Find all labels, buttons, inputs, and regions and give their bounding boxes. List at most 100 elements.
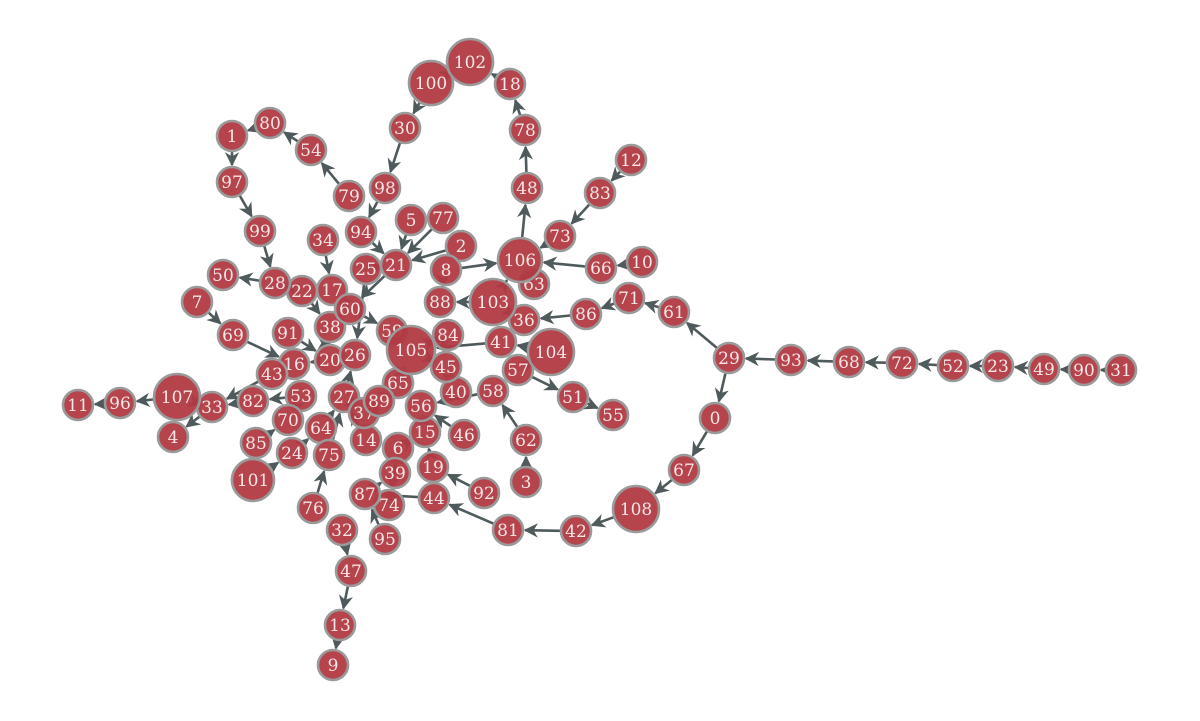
node-64[interactable]: 64 (304, 411, 338, 445)
node-80[interactable]: 80 (253, 106, 287, 140)
node-9[interactable]: 9 (316, 648, 350, 682)
node-85[interactable]: 85 (239, 426, 273, 460)
node-24[interactable]: 24 (275, 436, 309, 470)
node-2[interactable]: 2 (444, 229, 478, 263)
node-14[interactable]: 14 (349, 423, 383, 457)
node-48[interactable]: 48 (510, 171, 544, 205)
node-89[interactable]: 89 (362, 384, 396, 418)
node-97[interactable]: 97 (215, 165, 249, 199)
node-20[interactable]: 20 (313, 343, 347, 377)
node-74[interactable]: 74 (372, 488, 406, 522)
node-55[interactable]: 55 (596, 398, 630, 432)
node-26[interactable]: 26 (338, 338, 372, 372)
node-11[interactable]: 11 (61, 388, 95, 422)
node-106[interactable]: 106 (496, 236, 544, 284)
node-45[interactable]: 45 (429, 350, 463, 384)
node-51[interactable]: 51 (556, 380, 590, 414)
node-41[interactable]: 41 (484, 325, 518, 359)
node-88[interactable]: 88 (423, 285, 457, 319)
node-86[interactable]: 86 (569, 297, 603, 331)
node-62[interactable]: 62 (509, 423, 543, 457)
node-43[interactable]: 43 (255, 357, 289, 391)
node-46[interactable]: 46 (447, 418, 481, 452)
node-8[interactable]: 8 (429, 253, 463, 287)
node-47[interactable]: 47 (334, 554, 368, 588)
node-42[interactable]: 42 (559, 514, 593, 548)
node-33[interactable]: 33 (195, 390, 229, 424)
node-91[interactable]: 91 (271, 316, 305, 350)
node-38[interactable]: 38 (313, 310, 347, 344)
node-72[interactable]: 72 (885, 346, 919, 380)
node-77[interactable]: 77 (426, 201, 460, 235)
node-4[interactable]: 4 (156, 420, 190, 454)
node-102[interactable]: 102 (445, 37, 495, 87)
node-1[interactable]: 1 (215, 119, 249, 153)
node-82[interactable]: 82 (236, 384, 270, 418)
node-31[interactable]: 31 (1104, 353, 1138, 387)
node-10[interactable]: 10 (625, 245, 659, 279)
node-19[interactable]: 19 (416, 450, 450, 484)
node-96[interactable]: 96 (103, 386, 137, 420)
node-93[interactable]: 93 (774, 343, 808, 377)
node-75[interactable]: 75 (312, 438, 346, 472)
node-54[interactable]: 54 (294, 133, 328, 167)
node-103[interactable]: 103 (468, 277, 518, 327)
node-34[interactable]: 34 (306, 223, 340, 257)
node-50[interactable]: 50 (206, 258, 240, 292)
node-49[interactable]: 49 (1027, 352, 1061, 386)
node-73[interactable]: 73 (543, 219, 577, 253)
node-61[interactable]: 61 (657, 295, 691, 329)
node-69[interactable]: 69 (216, 318, 250, 352)
node-25[interactable]: 25 (349, 252, 383, 286)
node-label: 54 (300, 141, 322, 161)
node-87[interactable]: 87 (348, 477, 382, 511)
node-66[interactable]: 66 (584, 251, 618, 285)
node-67[interactable]: 67 (667, 453, 701, 487)
node-78[interactable]: 78 (508, 113, 542, 147)
node-92[interactable]: 92 (467, 476, 501, 510)
node-81[interactable]: 81 (491, 513, 525, 547)
node-52[interactable]: 52 (936, 349, 970, 383)
node-12[interactable]: 12 (614, 143, 648, 177)
node-101[interactable]: 101 (230, 457, 276, 503)
node-58[interactable]: 58 (476, 374, 510, 408)
node-68[interactable]: 68 (832, 345, 866, 379)
node-70[interactable]: 70 (271, 403, 305, 437)
node-7[interactable]: 7 (180, 285, 214, 319)
node-98[interactable]: 98 (368, 171, 402, 205)
node-83[interactable]: 83 (583, 176, 617, 210)
node-44[interactable]: 44 (417, 481, 451, 515)
node-29[interactable]: 29 (712, 341, 746, 375)
node-13[interactable]: 13 (323, 608, 357, 642)
node-label: 8 (441, 261, 452, 281)
node-105[interactable]: 105 (385, 324, 437, 376)
node-57[interactable]: 57 (501, 353, 535, 387)
node-108[interactable]: 108 (611, 484, 661, 534)
node-39[interactable]: 39 (378, 456, 412, 490)
node-79[interactable]: 79 (332, 179, 366, 213)
node-21[interactable]: 21 (379, 248, 413, 282)
node-84[interactable]: 84 (431, 318, 465, 352)
node-56[interactable]: 56 (404, 389, 438, 423)
node-71[interactable]: 71 (612, 281, 646, 315)
node-90[interactable]: 90 (1067, 353, 1101, 387)
node-76[interactable]: 76 (296, 491, 330, 525)
node-107[interactable]: 107 (152, 372, 202, 422)
node-15[interactable]: 15 (408, 415, 442, 449)
node-0[interactable]: 0 (698, 401, 732, 435)
node-22[interactable]: 22 (285, 274, 319, 308)
node-36[interactable]: 36 (507, 303, 541, 337)
node-5[interactable]: 5 (394, 203, 428, 237)
node-32[interactable]: 32 (325, 513, 359, 547)
node-99[interactable]: 99 (243, 214, 277, 248)
node-60[interactable]: 60 (333, 292, 367, 326)
node-30[interactable]: 30 (388, 111, 422, 145)
node-95[interactable]: 95 (368, 522, 402, 556)
node-3[interactable]: 3 (509, 465, 543, 499)
node-104[interactable]: 104 (526, 327, 576, 377)
node-94[interactable]: 94 (344, 215, 378, 249)
node-23[interactable]: 23 (981, 349, 1015, 383)
node-100[interactable]: 100 (407, 59, 455, 107)
node-28[interactable]: 28 (258, 266, 292, 300)
node-18[interactable]: 18 (493, 67, 527, 101)
